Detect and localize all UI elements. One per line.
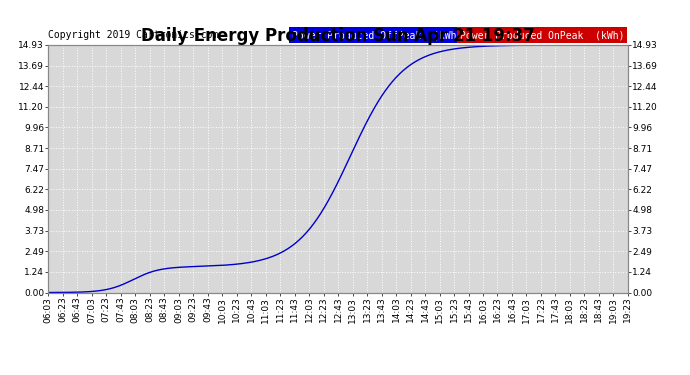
Text: Copyright 2019 Cartronics.com: Copyright 2019 Cartronics.com (48, 30, 219, 40)
Text: Power Produced OnPeak  (kWh): Power Produced OnPeak (kWh) (460, 30, 624, 40)
Text: Power Produced OffPeak  (kWh): Power Produced OffPeak (kWh) (292, 30, 462, 40)
Title: Daily Energy Production Sun Apr 21 19:37: Daily Energy Production Sun Apr 21 19:37 (141, 27, 535, 45)
